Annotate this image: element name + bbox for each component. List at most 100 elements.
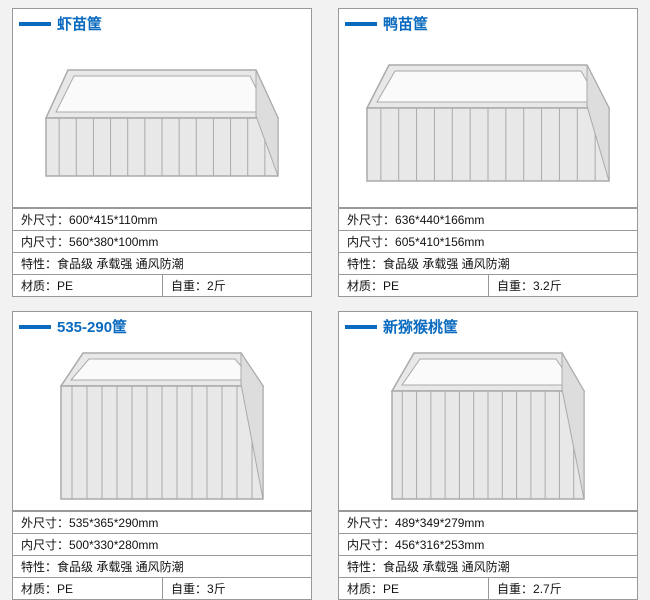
product-title: 535-290筐: [57, 316, 127, 337]
spec-value: 600*415*110mm: [69, 213, 158, 227]
spec-label: 材质：: [21, 580, 57, 597]
spec-value: 456*316*253mm: [395, 538, 484, 552]
spec-label: 外尺寸：: [21, 211, 69, 228]
spec-value: PE: [57, 279, 73, 293]
spec-value: 3.2斤: [533, 277, 562, 294]
card-title-row: 虾苗筐: [13, 9, 311, 38]
spec-outer: 外尺寸： 600*415*110mm: [13, 209, 311, 230]
spec-value: 560*380*100mm: [69, 235, 158, 249]
spec-features-row: 特性： 食品级 承载强 通风防潮: [13, 555, 311, 577]
spec-material-weight-row: 材质： PE 自重： 3斤: [13, 577, 311, 599]
spec-features: 特性： 食品级 承载强 通风防潮: [13, 253, 311, 274]
spec-label: 自重：: [497, 580, 533, 597]
spec-value: 食品级 承载强 通风防潮: [383, 255, 510, 272]
spec-outer: 外尺寸： 489*349*279mm: [339, 512, 637, 533]
spec-material-weight-row: 材质： PE 自重： 2斤: [13, 274, 311, 296]
spec-weight: 自重： 3.2斤: [488, 275, 637, 296]
product-title: 新猕猴桃筐: [383, 316, 458, 337]
spec-label: 特性：: [347, 255, 383, 272]
spec-value: 食品级 承载强 通风防潮: [383, 558, 510, 575]
title-accent-bar: [19, 22, 51, 26]
crate-illustration: [57, 351, 267, 501]
spec-outer: 外尺寸： 535*365*290mm: [13, 512, 311, 533]
spec-inner-row: 内尺寸： 560*380*100mm: [13, 230, 311, 252]
spec-weight: 自重： 3斤: [162, 578, 311, 599]
product-image-box: [339, 341, 637, 511]
card-title-row: 535-290筐: [13, 312, 311, 341]
spec-features: 特性： 食品级 承载强 通风防潮: [339, 556, 637, 577]
product-title: 虾苗筐: [57, 13, 102, 34]
spec-label: 特性：: [21, 558, 57, 575]
spec-outer-row: 外尺寸： 636*440*166mm: [339, 208, 637, 230]
spec-label: 材质：: [347, 277, 383, 294]
spec-label: 自重：: [171, 277, 207, 294]
spec-value: 2.7斤: [533, 580, 562, 597]
product-card: 新猕猴桃筐 外尺寸： 489*349*279mm 内尺寸： 456*316*25…: [338, 311, 638, 600]
spec-value: 489*349*279mm: [395, 516, 484, 530]
title-accent-bar: [345, 22, 377, 26]
spec-label: 内尺寸：: [347, 536, 395, 553]
spec-features: 特性： 食品级 承载强 通风防潮: [339, 253, 637, 274]
spec-inner-row: 内尺寸： 500*330*280mm: [13, 533, 311, 555]
spec-inner: 内尺寸： 560*380*100mm: [13, 231, 311, 252]
spec-value: 605*410*156mm: [395, 235, 484, 249]
spec-label: 外尺寸：: [347, 211, 395, 228]
spec-inner: 内尺寸： 456*316*253mm: [339, 534, 637, 555]
product-image-box: [13, 38, 311, 208]
product-image-box: [13, 341, 311, 511]
spec-features: 特性： 食品级 承载强 通风防潮: [13, 556, 311, 577]
spec-label: 内尺寸：: [21, 536, 69, 553]
spec-value: PE: [57, 582, 73, 596]
product-card: 虾苗筐 外尺寸： 600*415*110mm 内尺寸： 560*380*100m…: [12, 8, 312, 297]
title-accent-bar: [19, 325, 51, 329]
product-title: 鸭苗筐: [383, 13, 428, 34]
spec-material: 材质： PE: [339, 578, 488, 599]
spec-value: 535*365*290mm: [69, 516, 158, 530]
spec-label: 外尺寸：: [347, 514, 395, 531]
spec-label: 内尺寸：: [21, 233, 69, 250]
product-card: 535-290筐 外尺寸： 535*365*290mm 内尺寸： 500*330…: [12, 311, 312, 600]
spec-label: 特性：: [21, 255, 57, 272]
title-accent-bar: [345, 325, 377, 329]
spec-material-weight-row: 材质： PE 自重： 2.7斤: [339, 577, 637, 599]
spec-inner: 内尺寸： 605*410*156mm: [339, 231, 637, 252]
spec-value: PE: [383, 582, 399, 596]
spec-value: 食品级 承载强 通风防潮: [57, 558, 184, 575]
spec-label: 材质：: [21, 277, 57, 294]
spec-material: 材质： PE: [13, 275, 162, 296]
spec-inner: 内尺寸： 500*330*280mm: [13, 534, 311, 555]
spec-features-row: 特性： 食品级 承载强 通风防潮: [339, 252, 637, 274]
spec-label: 特性：: [347, 558, 383, 575]
spec-value: 食品级 承载强 通风防潮: [57, 255, 184, 272]
spec-features-row: 特性： 食品级 承载强 通风防潮: [339, 555, 637, 577]
spec-outer-row: 外尺寸： 535*365*290mm: [13, 511, 311, 533]
spec-weight: 自重： 2.7斤: [488, 578, 637, 599]
spec-weight: 自重： 2斤: [162, 275, 311, 296]
spec-value: 500*330*280mm: [69, 538, 158, 552]
product-image-box: [339, 38, 637, 208]
spec-value: PE: [383, 279, 399, 293]
crate-illustration: [388, 351, 588, 501]
spec-value: 2斤: [207, 277, 226, 294]
spec-material: 材质： PE: [339, 275, 488, 296]
spec-inner-row: 内尺寸： 456*316*253mm: [339, 533, 637, 555]
spec-material-weight-row: 材质： PE 自重： 3.2斤: [339, 274, 637, 296]
spec-features-row: 特性： 食品级 承载强 通风防潮: [13, 252, 311, 274]
spec-outer: 外尺寸： 636*440*166mm: [339, 209, 637, 230]
spec-value: 3斤: [207, 580, 226, 597]
crate-illustration: [42, 68, 282, 178]
spec-label: 外尺寸：: [21, 514, 69, 531]
spec-material: 材质： PE: [13, 578, 162, 599]
crate-illustration: [363, 63, 613, 183]
spec-label: 材质：: [347, 580, 383, 597]
spec-label: 自重：: [171, 580, 207, 597]
card-title-row: 鸭苗筐: [339, 9, 637, 38]
spec-outer-row: 外尺寸： 600*415*110mm: [13, 208, 311, 230]
spec-label: 内尺寸：: [347, 233, 395, 250]
card-title-row: 新猕猴桃筐: [339, 312, 637, 341]
spec-inner-row: 内尺寸： 605*410*156mm: [339, 230, 637, 252]
spec-value: 636*440*166mm: [395, 213, 484, 227]
product-card: 鸭苗筐 外尺寸： 636*440*166mm 内尺寸： 605*410*156m…: [338, 8, 638, 297]
spec-label: 自重：: [497, 277, 533, 294]
spec-outer-row: 外尺寸： 489*349*279mm: [339, 511, 637, 533]
